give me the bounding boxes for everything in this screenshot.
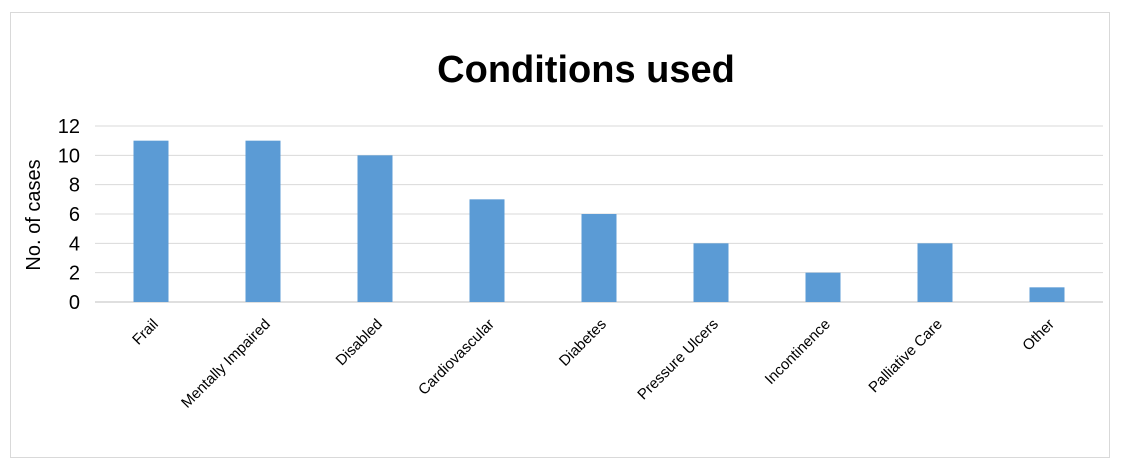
- category-label: Cardiovascular: [415, 316, 498, 399]
- category-label: Diabetes: [556, 316, 610, 370]
- y-tick-label: 10: [58, 145, 80, 167]
- bar-palliative-care: [917, 243, 953, 302]
- category-label: Palliative Care: [865, 316, 945, 396]
- bars: [133, 140, 1065, 302]
- category-label: Frail: [129, 316, 162, 349]
- y-tick-labels: 0 2 4 6 8 10 12: [58, 116, 80, 314]
- category-label: Disabled: [333, 316, 386, 369]
- y-tick-label: 2: [69, 263, 80, 285]
- y-tick-label: 0: [69, 292, 80, 314]
- bar-cardiovascular: [469, 199, 505, 302]
- chart-frame: [10, 12, 1110, 458]
- category-label: Mentally Impaired: [178, 316, 274, 412]
- bar-frail: [133, 140, 169, 302]
- bar-mentally-impaired: [245, 140, 281, 302]
- y-tick-label: 4: [69, 233, 80, 255]
- chart-title: Conditions used: [437, 49, 735, 91]
- y-tick-label: 8: [69, 175, 80, 197]
- y-tick-label: 12: [58, 116, 80, 138]
- bar-disabled: [357, 155, 393, 302]
- bar-pressure-ulcers: [693, 243, 729, 302]
- bar-other: [1029, 287, 1065, 302]
- y-axis-label: No. of cases: [23, 159, 45, 270]
- category-labels: Frail Mentally Impaired Disabled Cardiovasc…: [129, 316, 1058, 412]
- y-tick-label: 6: [69, 204, 80, 226]
- category-label: Other: [1019, 316, 1058, 355]
- category-label: Pressure Ulcers: [634, 316, 721, 403]
- bar-diabetes: [581, 214, 617, 302]
- bar-incontinence: [805, 272, 841, 302]
- category-label: Incontinence: [762, 316, 834, 388]
